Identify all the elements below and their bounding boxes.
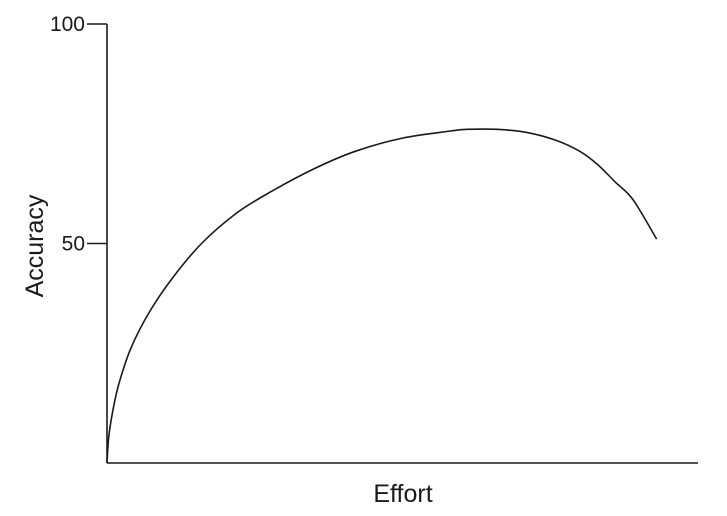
series-group [106, 128, 658, 464]
y-tick-label: 100 [50, 13, 85, 36]
y-axis-title: Accuracy [21, 194, 49, 297]
y-tick-label: 50 [62, 233, 85, 256]
series-line-0 [106, 128, 658, 464]
x-axis-title: Effort [373, 480, 432, 508]
plot-area: 100 50 [50, 13, 698, 464]
y-ticks: 100 50 [50, 13, 107, 256]
